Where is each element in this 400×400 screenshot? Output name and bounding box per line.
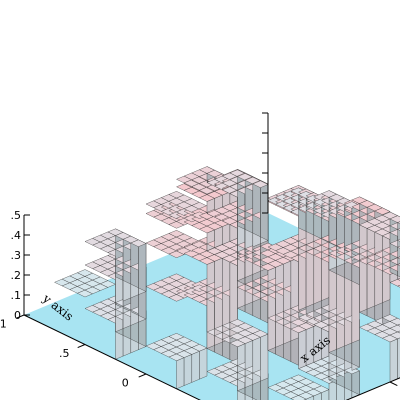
surface-cell [397, 256, 400, 260]
surface-cell [397, 228, 400, 231]
surface-cell [389, 215, 400, 278]
surface-face [389, 338, 398, 383]
surface-cell [168, 353, 185, 390]
y-tick [16, 314, 25, 319]
surface-cell [252, 180, 269, 244]
surface-face [244, 340, 253, 388]
surface-face [214, 257, 223, 346]
surface-top [374, 207, 391, 215]
surface-face [199, 347, 208, 380]
surface-face [260, 333, 269, 382]
surface-face [138, 239, 147, 292]
surface-cell [99, 280, 116, 288]
y-tick [138, 373, 147, 378]
surface-top [389, 318, 400, 326]
z-axis-left: 0 .1 .2 .3 .4 .5 [11, 209, 30, 322]
surface-cell [397, 330, 400, 334]
axes: -1-.50.51 -1-.50.51 0.1.2.3.4.5 [0, 112, 400, 400]
surface-cell [397, 323, 400, 327]
surface-cell [397, 285, 400, 288]
surface-top [397, 239, 400, 242]
surface-cell [397, 246, 400, 249]
y-tick-label: 0 [122, 377, 129, 390]
z-tick-label: .1 [11, 289, 22, 302]
surface-top [397, 323, 400, 327]
surface-face [176, 357, 185, 390]
surface-top [397, 330, 400, 334]
surface-top [389, 215, 400, 223]
surface-cell [130, 239, 147, 295]
surface-top [397, 278, 400, 281]
surface-face [222, 254, 231, 343]
surface-cell [397, 263, 400, 267]
z-tick-label: .5 [11, 209, 22, 222]
x-tick [389, 381, 398, 386]
surface-face [191, 350, 200, 383]
surface-top [397, 228, 400, 231]
surface-cell [244, 176, 261, 238]
surface-top [252, 180, 269, 188]
surface-top [130, 239, 147, 247]
surface-face [283, 260, 292, 345]
surface-top [397, 221, 400, 224]
surface-face [252, 336, 261, 385]
surface-face [183, 354, 192, 386]
surface-face [275, 263, 284, 348]
z-axis-right [262, 112, 269, 214]
surface-cell [198, 194, 216, 214]
surface-cell [381, 334, 399, 383]
surface-top [191, 344, 208, 352]
surface-face [260, 180, 269, 241]
surface-face [214, 226, 223, 249]
surface-cell [397, 239, 400, 242]
surface-top [397, 285, 400, 288]
surface-cell [397, 221, 400, 224]
surface-face [397, 337, 400, 380]
x-axis: -1-.50.51 [345, 377, 400, 400]
surface-top [397, 263, 400, 267]
surface-face [222, 223, 231, 245]
y-tick-label: 1 [0, 318, 7, 331]
surface-top [397, 246, 400, 249]
surface-top [99, 280, 116, 288]
z-tick-label: .4 [11, 229, 22, 242]
y-axis: -1-.50.51 [0, 314, 201, 400]
surface-top [252, 330, 269, 338]
surface-face [206, 261, 215, 349]
surface-cell [397, 278, 400, 281]
surface-cell [176, 350, 193, 386]
z-tick-label: .3 [11, 249, 22, 262]
y-tick [77, 344, 86, 349]
z-tick-label: .2 [11, 269, 22, 282]
surface-top [397, 256, 400, 260]
surface-face [359, 220, 368, 313]
surface-mesh [54, 166, 400, 400]
surface-face [206, 229, 215, 252]
surface-cell [389, 331, 400, 380]
y-tick-label: .5 [59, 347, 70, 360]
surface-cell [389, 318, 400, 326]
z-tick-label: 0 [14, 309, 21, 322]
surface-top [313, 385, 330, 393]
